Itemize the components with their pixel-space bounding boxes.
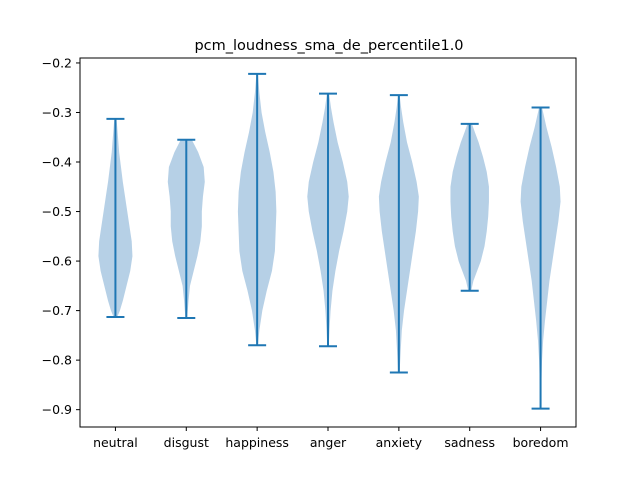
axis-layer: neutral disgust happiness anger anxiety sadne…	[42, 55, 569, 450]
violin-layer	[98, 72, 561, 410]
x-tick-label: sadness	[444, 435, 495, 450]
x-tick-label: disgust	[164, 435, 209, 450]
x-tick-label: anger	[310, 435, 347, 450]
y-tick-label: −0.2	[42, 55, 72, 70]
y-tick-label: −0.7	[42, 303, 72, 318]
y-tick-label: −0.6	[42, 254, 72, 269]
x-tick-label: neutral	[93, 435, 138, 450]
x-tick-label: anxiety	[376, 435, 423, 450]
y-tick-label: −0.8	[42, 353, 72, 368]
y-tick-label: −0.9	[42, 402, 72, 417]
chart-title: pcm_loudness_sma_de_percentile1.0	[194, 38, 463, 54]
y-tick-label: −0.5	[42, 204, 72, 219]
x-tick-label: boredom	[513, 435, 569, 450]
y-tick-label: −0.3	[42, 105, 72, 120]
x-tick-label: happiness	[225, 435, 289, 450]
plot-frame	[79, 57, 577, 428]
y-tick-label: −0.4	[42, 155, 72, 170]
